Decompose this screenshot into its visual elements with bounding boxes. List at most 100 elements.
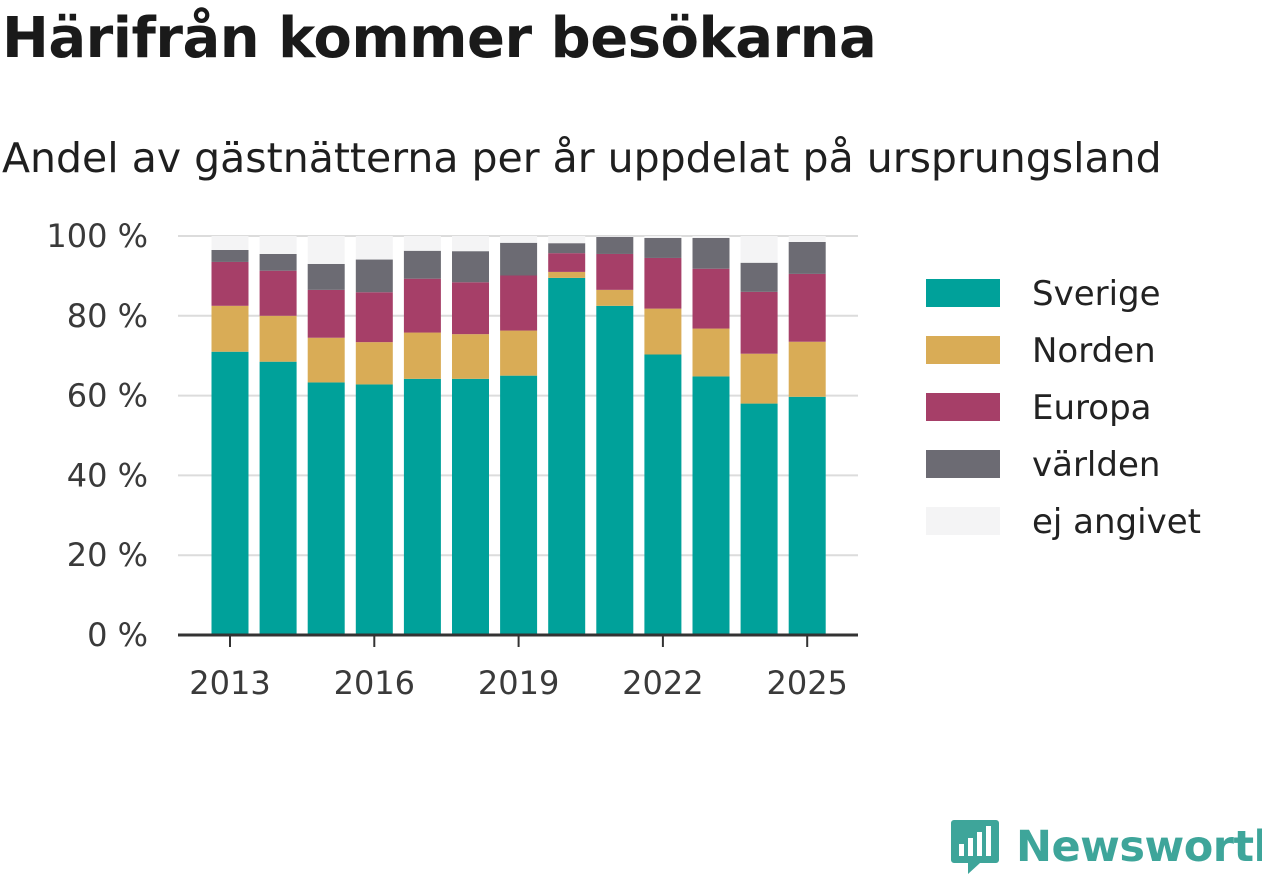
bar-segment <box>500 242 538 276</box>
bar-segment <box>211 249 249 262</box>
bar-stack-2021 <box>596 236 634 635</box>
y-tick-label: 40 % <box>67 456 148 494</box>
bars <box>211 236 826 635</box>
bar-segment <box>452 282 489 335</box>
bar-segment <box>692 328 730 377</box>
bar-segment <box>740 291 778 354</box>
bar-segment <box>692 268 730 329</box>
bar-segment <box>548 236 586 244</box>
bar-segment <box>259 315 297 362</box>
bar-segment <box>452 334 489 379</box>
bar-stack-2017 <box>403 236 441 635</box>
bar-segment <box>596 236 634 254</box>
brand-name: Newsworthy <box>1016 822 1262 872</box>
bar-segment <box>403 236 441 251</box>
bar-segment <box>548 243 586 254</box>
x-tick-label: 2022 <box>622 664 703 702</box>
legend-swatch <box>926 393 1000 421</box>
x-tick-label: 2019 <box>478 664 559 702</box>
bar-segment <box>355 384 393 635</box>
bar-segment <box>355 292 393 343</box>
y-tick-label: 20 % <box>67 536 148 574</box>
bar-stack-2019 <box>500 236 538 635</box>
bar-segment <box>403 250 441 279</box>
newsworthy-logo: Newsworthy <box>950 818 1262 876</box>
legend-label: världen <box>1032 445 1160 485</box>
x-tick-label: 2025 <box>766 664 847 702</box>
bar-segment <box>211 351 249 635</box>
bar-segment <box>740 353 778 404</box>
bar-segment <box>259 361 297 635</box>
bar-segment <box>307 382 345 635</box>
legend-label: Europa <box>1032 388 1151 428</box>
bar-segment <box>548 253 586 272</box>
bar-segment <box>500 275 538 331</box>
legend-label: ej angivet <box>1032 502 1201 542</box>
bar-segment <box>403 332 441 379</box>
y-tick-label: 100 % <box>46 217 148 255</box>
bar-segment <box>500 236 538 243</box>
bar-segment <box>355 342 393 385</box>
bar-segment <box>500 330 538 376</box>
bar-stack-2013 <box>211 236 249 635</box>
bar-segment <box>596 305 634 635</box>
bar-stack-2024 <box>740 236 778 635</box>
bar-segment <box>355 236 393 260</box>
bar-stack-2025 <box>788 236 826 635</box>
legend: Sverige Norden Europa världen ej angivet <box>926 274 1201 542</box>
bar-segment <box>644 354 682 635</box>
bar-segment <box>307 236 345 264</box>
bar-stack-2022 <box>644 236 682 635</box>
bar-segment <box>452 251 489 283</box>
bar-segment <box>211 261 249 306</box>
bar-stack-2014 <box>259 236 297 635</box>
bar-stack-2020 <box>548 236 586 635</box>
bar-stack-2015 <box>307 236 345 635</box>
bar-segment <box>259 236 297 254</box>
bar-segment <box>307 337 345 383</box>
legend-label: Sverige <box>1032 274 1161 314</box>
bar-stack-2018 <box>452 236 489 635</box>
x-tick-label: 2016 <box>334 664 415 702</box>
axes: 0 % 20 % 40 % 60 % 80 % 100 % 2013 2016 2019 2022… <box>46 217 858 702</box>
bar-segment <box>596 236 634 237</box>
bar-segment <box>403 378 441 635</box>
bar-segment <box>740 236 778 263</box>
bar-segment <box>259 253 297 271</box>
bar-segment <box>788 241 826 274</box>
bar-segment <box>596 253 634 290</box>
bar-segment <box>355 259 393 293</box>
bar-segment <box>548 277 586 635</box>
bar-segment <box>211 236 249 250</box>
bar-segment <box>740 403 778 635</box>
bar-stack-2023 <box>692 236 730 635</box>
chart-subtitle: Andel av gästnätterna per år uppdelat på… <box>2 134 1162 182</box>
bar-stack-2016 <box>355 236 393 635</box>
bar-segment <box>644 257 682 309</box>
bar-segment <box>692 376 730 635</box>
bar-segment <box>788 273 826 342</box>
y-tick-label: 0 % <box>87 616 148 654</box>
bar-segment <box>596 289 634 306</box>
bar-segment <box>211 305 249 352</box>
bar-segment <box>307 289 345 338</box>
bar-segment <box>644 236 682 238</box>
y-tick-label: 80 % <box>67 297 148 335</box>
bar-segment <box>500 375 538 635</box>
bar-segment <box>452 236 489 252</box>
legend-swatch <box>926 507 1000 535</box>
bar-segment <box>644 237 682 258</box>
bar-segment <box>452 378 489 635</box>
bar-segment <box>548 271 586 278</box>
legend-swatch <box>926 450 1000 478</box>
bar-segment <box>788 236 826 242</box>
legend-swatch <box>926 336 1000 364</box>
legend-label: Norden <box>1032 331 1156 371</box>
bar-segment <box>692 236 730 238</box>
bar-segment <box>788 396 826 635</box>
bar-segment <box>788 341 826 397</box>
bar-segment <box>740 262 778 292</box>
bar-segment <box>307 263 345 290</box>
y-tick-label: 60 % <box>67 377 148 415</box>
